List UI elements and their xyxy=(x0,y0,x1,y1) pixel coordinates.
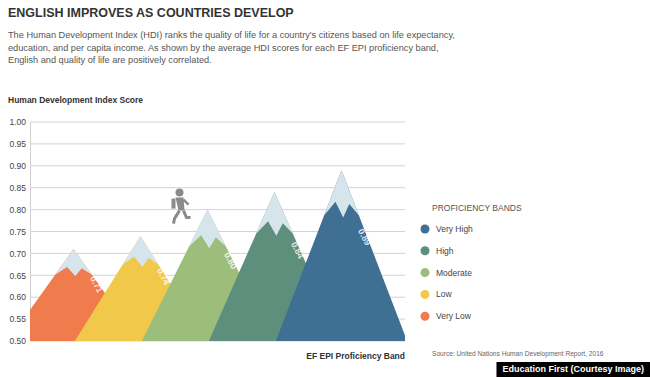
legend-swatch xyxy=(421,246,430,255)
credit: Education First (Courtesy Image) xyxy=(496,362,650,377)
legend-item: High xyxy=(421,246,454,256)
data-label: 0.80 xyxy=(222,251,239,271)
grid-line xyxy=(30,122,405,123)
mountain xyxy=(276,170,405,341)
hiker-icon xyxy=(172,189,191,224)
y-tick: 0.75 xyxy=(9,227,30,237)
y-tick: 0.55 xyxy=(9,314,30,324)
credit-text: Education First (Courtesy Image) xyxy=(502,364,644,374)
legend-swatch xyxy=(421,312,430,321)
legend-swatch xyxy=(421,225,430,234)
data-label: 0.84 xyxy=(289,240,306,260)
subtitle: The Human Development Index (HDI) ranks … xyxy=(8,30,455,65)
y-tick: 0.80 xyxy=(9,205,30,215)
hiker-pack xyxy=(172,199,176,209)
y-tick-label: 0.90 xyxy=(9,161,26,171)
data-labels: 0.71 0.74 0.80 0.84 0.89 xyxy=(88,227,373,294)
subtitle-line: education, and per capita income. As sho… xyxy=(8,43,439,53)
background xyxy=(0,0,650,377)
y-tick-label: 0.50 xyxy=(9,336,26,346)
grid-line xyxy=(30,143,405,144)
y-axis-title: Human Development Index Score xyxy=(8,95,143,105)
y-tick-label: 0.70 xyxy=(9,249,26,259)
y-tick: 1.00 xyxy=(9,117,30,127)
x-axis-title: EF EPI Proficiency Band xyxy=(306,351,405,361)
y-tick-label: 1.00 xyxy=(9,117,26,127)
legend-label: Very Low xyxy=(436,311,472,321)
y-axis: 0.50 0.55 0.60 0.65 0.70 0.75 0.80 0.85 0.90 0.95… xyxy=(9,117,30,346)
grid-line xyxy=(30,165,405,166)
y-tick: 0.95 xyxy=(9,139,30,149)
data-label: 0.71 xyxy=(88,274,105,294)
legend-label: High xyxy=(436,246,454,256)
subtitle-line: English and quality of life are positive… xyxy=(8,55,212,65)
data-label: 0.74 xyxy=(155,266,172,286)
snow-cap xyxy=(324,170,359,217)
y-tick: 0.50 xyxy=(9,336,30,346)
legend-label: Very High xyxy=(436,224,473,234)
snow-cap xyxy=(122,236,159,267)
hiker-body xyxy=(176,198,185,211)
legend: PROFICIENCY BANDS Very High High Moderate Lo… xyxy=(421,203,522,321)
legend-item: Very High xyxy=(421,224,474,234)
y-tick-label: 0.60 xyxy=(9,292,26,302)
legend-swatch xyxy=(421,290,430,299)
mountain-bar xyxy=(276,170,405,341)
y-tick-label: 0.75 xyxy=(9,227,26,237)
legend-title: PROFICIENCY BANDS xyxy=(432,203,522,213)
hiker-legs xyxy=(174,211,191,224)
y-tick-label: 0.95 xyxy=(9,139,26,149)
y-tick: 0.70 xyxy=(9,249,30,259)
legend-item: Low xyxy=(421,289,453,299)
hiker-arm xyxy=(184,200,189,205)
y-tick: 0.65 xyxy=(9,271,30,281)
legend-label: Moderate xyxy=(436,268,472,278)
y-tick: 0.85 xyxy=(9,183,30,193)
legend-swatch xyxy=(421,268,430,277)
hiker-head xyxy=(176,189,184,197)
credit-box xyxy=(496,362,650,377)
grid-line xyxy=(30,187,405,188)
snow-cap xyxy=(189,210,226,249)
source: Source: United Nations Human Development… xyxy=(432,350,604,358)
snow-cap xyxy=(55,249,92,276)
marks xyxy=(30,170,405,341)
snow-cap xyxy=(256,192,293,236)
y-tick: 0.60 xyxy=(9,292,30,302)
subtitle-line: The Human Development Index (HDI) ranks … xyxy=(8,30,455,40)
chart: ENGLISH IMPROVES AS COUNTRIES DEVELOP The… xyxy=(0,0,650,377)
y-tick: 0.90 xyxy=(9,161,30,171)
y-tick-label: 0.55 xyxy=(9,314,26,324)
legend-item: Very Low xyxy=(421,311,472,321)
y-axis-line xyxy=(30,123,31,342)
title: ENGLISH IMPROVES AS COUNTRIES DEVELOP xyxy=(8,6,294,20)
legend-label: Low xyxy=(436,289,452,299)
data-label: 0.89 xyxy=(356,227,373,247)
legend-item: Moderate xyxy=(421,268,473,278)
y-tick-label: 0.65 xyxy=(9,271,26,281)
y-tick-label: 0.85 xyxy=(9,183,26,193)
y-tick-label: 0.80 xyxy=(9,205,26,215)
